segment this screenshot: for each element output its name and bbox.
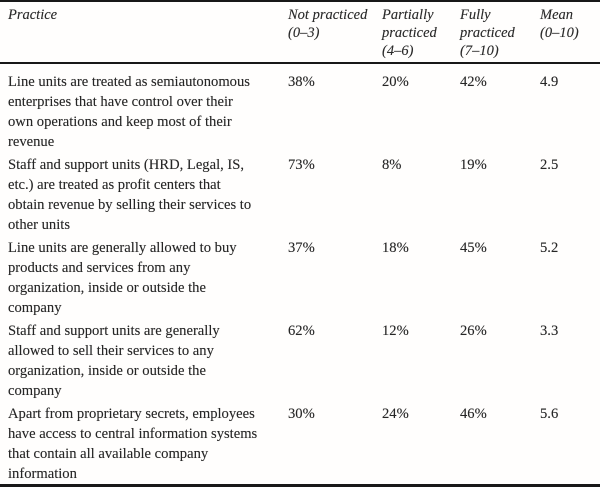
not-practiced-cell: 73%	[288, 157, 315, 173]
partially-practiced-cell: 18%	[382, 240, 409, 256]
header-partially-practiced: Partially practiced (4–6)	[382, 1, 460, 64]
fully-practiced-cell: 42%	[460, 74, 487, 90]
table-row: Staff and support units are generally al…	[0, 318, 600, 401]
mean-cell: 2.5	[540, 157, 559, 173]
table-row: Apart from proprietary secrets, employee…	[0, 401, 600, 486]
fully-practiced-cell: 26%	[460, 323, 487, 339]
not-practiced-cell: 30%	[288, 406, 315, 422]
header-mean: Mean (0–10)	[540, 1, 600, 64]
not-practiced-cell: 62%	[288, 323, 315, 339]
partially-practiced-cell: 20%	[382, 74, 409, 90]
not-practiced-cell: 38%	[288, 74, 315, 90]
practice-cell: Staff and support units (HRD, Legal, IS,…	[8, 157, 252, 233]
partially-practiced-cell: 8%	[382, 157, 402, 173]
mean-cell: 4.9	[540, 74, 559, 90]
header-fully-practiced: Fully practiced (7–10)	[460, 1, 540, 64]
practice-cell: Staff and support units are generally al…	[8, 323, 220, 399]
mean-cell: 3.3	[540, 323, 559, 339]
header-not-practiced: Not practiced (0–3)	[288, 1, 382, 64]
not-practiced-cell: 37%	[288, 240, 315, 256]
fully-practiced-cell: 45%	[460, 240, 487, 256]
practice-cell: Apart from proprietary secrets, employee…	[8, 406, 258, 482]
partially-practiced-cell: 12%	[382, 323, 409, 339]
fully-practiced-cell: 46%	[460, 406, 487, 422]
header-practice: Practice	[0, 1, 288, 64]
table-row: Staff and support units (HRD, Legal, IS,…	[0, 152, 600, 235]
mean-cell: 5.2	[540, 240, 559, 256]
fully-practiced-cell: 19%	[460, 157, 487, 173]
practice-cell: Line units are generally allowed to buy …	[8, 240, 237, 316]
header-row: Practice Not practiced (0–3) Partially p…	[0, 1, 600, 64]
table-row: Line units are treated as semiautonomous…	[0, 63, 600, 152]
partially-practiced-cell: 24%	[382, 406, 409, 422]
table-row: Line units are generally allowed to buy …	[0, 235, 600, 318]
practice-cell: Line units are treated as semiautonomous…	[8, 74, 250, 150]
mean-cell: 5.6	[540, 406, 559, 422]
